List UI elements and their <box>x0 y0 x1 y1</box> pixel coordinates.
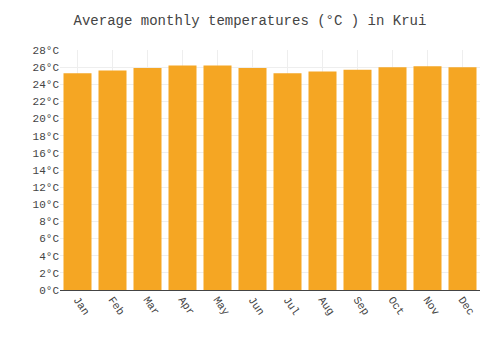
svg-text:2°C: 2°C <box>39 268 59 280</box>
svg-text:Aug: Aug <box>316 294 337 317</box>
svg-text:Average monthly temperatures (: Average monthly temperatures (°C ) in Kr… <box>74 13 427 29</box>
svg-text:Feb: Feb <box>106 294 127 317</box>
svg-text:10°C: 10°C <box>33 199 60 211</box>
svg-text:Sep: Sep <box>351 294 372 317</box>
svg-text:Jun: Jun <box>246 294 267 317</box>
svg-text:6°C: 6°C <box>39 233 59 245</box>
svg-text:12°C: 12°C <box>33 182 60 194</box>
svg-text:28°C: 28°C <box>33 45 60 57</box>
svg-text:16°C: 16°C <box>33 148 60 160</box>
svg-text:May: May <box>211 294 232 317</box>
svg-text:Apr: Apr <box>176 294 197 317</box>
svg-text:Oct: Oct <box>386 294 407 317</box>
svg-text:Jan: Jan <box>71 294 92 317</box>
svg-text:24°C: 24°C <box>33 79 60 91</box>
svg-text:14°C: 14°C <box>33 165 60 177</box>
svg-text:20°C: 20°C <box>33 113 60 125</box>
svg-text:22°C: 22°C <box>33 96 60 108</box>
svg-text:Nov: Nov <box>421 294 442 317</box>
svg-text:Dec: Dec <box>456 294 477 317</box>
svg-text:4°C: 4°C <box>39 251 59 263</box>
svg-text:8°C: 8°C <box>39 216 59 228</box>
svg-text:Mar: Mar <box>141 294 162 317</box>
svg-text:18°C: 18°C <box>33 131 60 143</box>
svg-text:26°C: 26°C <box>33 62 60 74</box>
svg-text:Jul: Jul <box>281 294 302 317</box>
svg-text:0°C: 0°C <box>39 285 59 297</box>
